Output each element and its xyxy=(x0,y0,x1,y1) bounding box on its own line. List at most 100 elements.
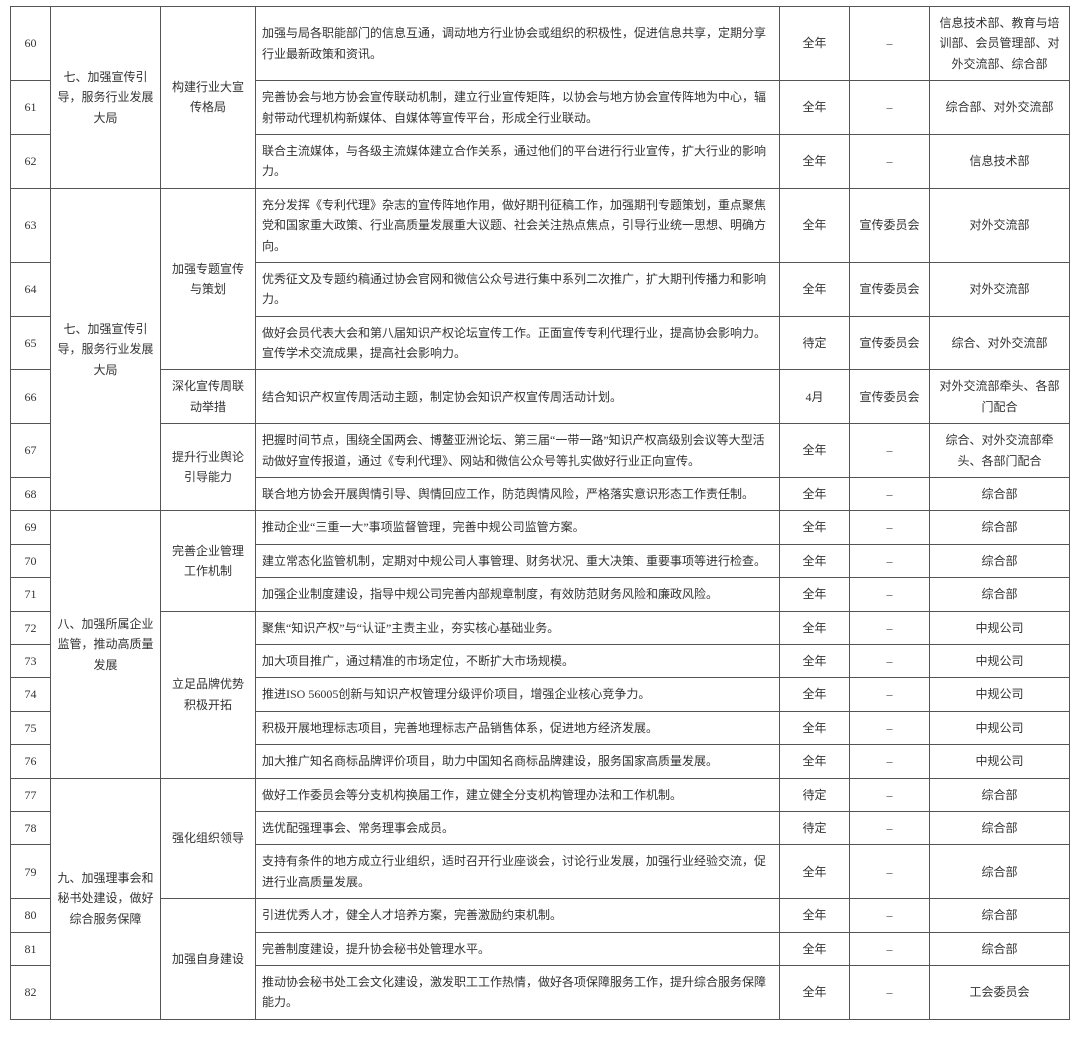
cell-desc: 完善协会与地方协会宣传联动机制，建立行业宣传矩阵，以协会与地方协会宣传阵地为中心… xyxy=(256,81,780,135)
cell-dept: 综合部 xyxy=(930,845,1070,899)
cell-dept: 综合部 xyxy=(930,778,1070,811)
cell-dept: 对外交流部 xyxy=(930,188,1070,262)
cell-dept: 综合部 xyxy=(930,899,1070,932)
cell-committee: 宣传委员会 xyxy=(850,370,930,424)
cell-dept: 综合部 xyxy=(930,578,1070,611)
cell-dept: 综合、对外交流部 xyxy=(930,316,1070,370)
cell-committee: 宣传委员会 xyxy=(850,262,930,316)
cell-desc: 聚焦“知识产权”与“认证”主责主业，夯实核心基础业务。 xyxy=(256,611,780,644)
cell-subcategory: 加强自身建设 xyxy=(161,899,256,1020)
cell-desc: 选优配强理事会、常务理事会成员。 xyxy=(256,811,780,844)
cell-num: 66 xyxy=(11,370,51,424)
cell-committee: 宣传委员会 xyxy=(850,188,930,262)
cell-num: 62 xyxy=(11,134,51,188)
cell-time: 待定 xyxy=(780,778,850,811)
cell-num: 60 xyxy=(11,7,51,81)
cell-committee: – xyxy=(850,134,930,188)
cell-committee: – xyxy=(850,644,930,677)
cell-dept: 综合部、对外交流部 xyxy=(930,81,1070,135)
cell-dept: 中规公司 xyxy=(930,678,1070,711)
cell-time: 全年 xyxy=(780,745,850,778)
cell-desc: 优秀征文及专题约稿通过协会官网和微信公众号进行集中系列二次推广，扩大期刊传播力和… xyxy=(256,262,780,316)
cell-committee: – xyxy=(850,965,930,1019)
cell-time: 待定 xyxy=(780,316,850,370)
cell-desc: 把握时间节点，围绕全国两会、博鳌亚洲论坛、第三届“一带一路”知识产权高级别会议等… xyxy=(256,424,780,478)
cell-dept: 信息技术部、教育与培训部、会员管理部、对外交流部、综合部 xyxy=(930,7,1070,81)
cell-dept: 综合部 xyxy=(930,932,1070,965)
cell-committee: – xyxy=(850,81,930,135)
cell-num: 65 xyxy=(11,316,51,370)
cell-dept: 对外交流部 xyxy=(930,262,1070,316)
cell-time: 全年 xyxy=(780,899,850,932)
cell-subcategory: 构建行业大宣传格局 xyxy=(161,7,256,189)
cell-num: 64 xyxy=(11,262,51,316)
plan-table: 60 七、加强宣传引导，服务行业发展大局 构建行业大宣传格局 加强与局各职能部门… xyxy=(10,6,1070,1020)
cell-dept: 综合部 xyxy=(930,811,1070,844)
cell-time: 全年 xyxy=(780,965,850,1019)
cell-committee: – xyxy=(850,424,930,478)
table-row: 66 深化宣传周联动举措 结合知识产权宣传周活动主题，制定协会知识产权宣传周活动… xyxy=(11,370,1070,424)
cell-committee: – xyxy=(850,745,930,778)
cell-time: 全年 xyxy=(780,134,850,188)
cell-subcategory: 深化宣传周联动举措 xyxy=(161,370,256,424)
cell-dept: 综合部 xyxy=(930,511,1070,544)
table-row: 72 立足品牌优势积极开拓 聚焦“知识产权”与“认证”主责主业，夯实核心基础业务… xyxy=(11,611,1070,644)
cell-committee: – xyxy=(850,478,930,511)
cell-num: 69 xyxy=(11,511,51,544)
cell-committee: – xyxy=(850,811,930,844)
cell-time: 全年 xyxy=(780,544,850,577)
cell-desc: 充分发挥《专利代理》杂志的宣传阵地作用，做好期刊征稿工作，加强期刊专题策划，重点… xyxy=(256,188,780,262)
cell-dept: 对外交流部牵头、各部门配合 xyxy=(930,370,1070,424)
table-container: 60 七、加强宣传引导，服务行业发展大局 构建行业大宣传格局 加强与局各职能部门… xyxy=(0,0,1080,1040)
cell-num: 74 xyxy=(11,678,51,711)
cell-num: 80 xyxy=(11,899,51,932)
cell-num: 82 xyxy=(11,965,51,1019)
cell-committee: – xyxy=(850,845,930,899)
cell-desc: 完善制度建设，提升协会秘书处管理水平。 xyxy=(256,932,780,965)
cell-committee: – xyxy=(850,932,930,965)
cell-committee: – xyxy=(850,611,930,644)
cell-committee: 宣传委员会 xyxy=(850,316,930,370)
cell-committee: – xyxy=(850,899,930,932)
cell-desc: 积极开展地理标志项目，完善地理标志产品销售体系，促进地方经济发展。 xyxy=(256,711,780,744)
cell-category: 七、加强宣传引导，服务行业发展大局 xyxy=(51,188,161,511)
cell-time: 全年 xyxy=(780,845,850,899)
table-row: 67 提升行业舆论引导能力 把握时间节点，围绕全国两会、博鳌亚洲论坛、第三届“一… xyxy=(11,424,1070,478)
cell-num: 70 xyxy=(11,544,51,577)
cell-num: 79 xyxy=(11,845,51,899)
cell-dept: 综合部 xyxy=(930,544,1070,577)
cell-desc: 做好工作委员会等分支机构换届工作，建立健全分支机构管理办法和工作机制。 xyxy=(256,778,780,811)
cell-dept: 综合部 xyxy=(930,478,1070,511)
table-row: 77 九、加强理事会和秘书处建设，做好综合服务保障 强化组织领导 做好工作委员会… xyxy=(11,778,1070,811)
cell-desc: 支持有条件的地方成立行业组织，适时召开行业座谈会，讨论行业发展，加强行业经验交流… xyxy=(256,845,780,899)
cell-num: 63 xyxy=(11,188,51,262)
cell-num: 67 xyxy=(11,424,51,478)
cell-committee: – xyxy=(850,578,930,611)
cell-dept: 中规公司 xyxy=(930,745,1070,778)
cell-desc: 联合主流媒体，与各级主流媒体建立合作关系，通过他们的平台进行行业宣传，扩大行业的… xyxy=(256,134,780,188)
cell-time: 全年 xyxy=(780,424,850,478)
cell-subcategory: 完善企业管理工作机制 xyxy=(161,511,256,611)
cell-desc: 加大项目推广，通过精准的市场定位，不断扩大市场规模。 xyxy=(256,644,780,677)
cell-desc: 做好会员代表大会和第八届知识产权论坛宣传工作。正面宣传专利代理行业，提高协会影响… xyxy=(256,316,780,370)
cell-time: 全年 xyxy=(780,478,850,511)
cell-dept: 中规公司 xyxy=(930,711,1070,744)
cell-committee: – xyxy=(850,544,930,577)
cell-time: 全年 xyxy=(780,578,850,611)
cell-dept: 信息技术部 xyxy=(930,134,1070,188)
cell-time: 全年 xyxy=(780,188,850,262)
cell-dept: 综合、对外交流部牵头、各部门配合 xyxy=(930,424,1070,478)
cell-category: 八、加强所属企业监管，推动高质量发展 xyxy=(51,511,161,778)
cell-desc: 联合地方协会开展舆情引导、舆情回应工作，防范舆情风险，严格落实意识形态工作责任制… xyxy=(256,478,780,511)
cell-desc: 推动企业“三重一大”事项监督管理，完善中规公司监管方案。 xyxy=(256,511,780,544)
cell-time: 全年 xyxy=(780,611,850,644)
cell-time: 4月 xyxy=(780,370,850,424)
cell-category: 七、加强宣传引导，服务行业发展大局 xyxy=(51,7,161,189)
cell-time: 全年 xyxy=(780,81,850,135)
cell-desc: 加强企业制度建设，指导中规公司完善内部规章制度，有效防范财务风险和廉政风险。 xyxy=(256,578,780,611)
cell-num: 72 xyxy=(11,611,51,644)
table-row: 63 七、加强宣传引导，服务行业发展大局 加强专题宣传与策划 充分发挥《专利代理… xyxy=(11,188,1070,262)
cell-category: 九、加强理事会和秘书处建设，做好综合服务保障 xyxy=(51,778,161,1019)
table-row: 80 加强自身建设 引进优秀人才，健全人才培养方案，完善激励约束机制。 全年 –… xyxy=(11,899,1070,932)
cell-desc: 结合知识产权宣传周活动主题，制定协会知识产权宣传周活动计划。 xyxy=(256,370,780,424)
